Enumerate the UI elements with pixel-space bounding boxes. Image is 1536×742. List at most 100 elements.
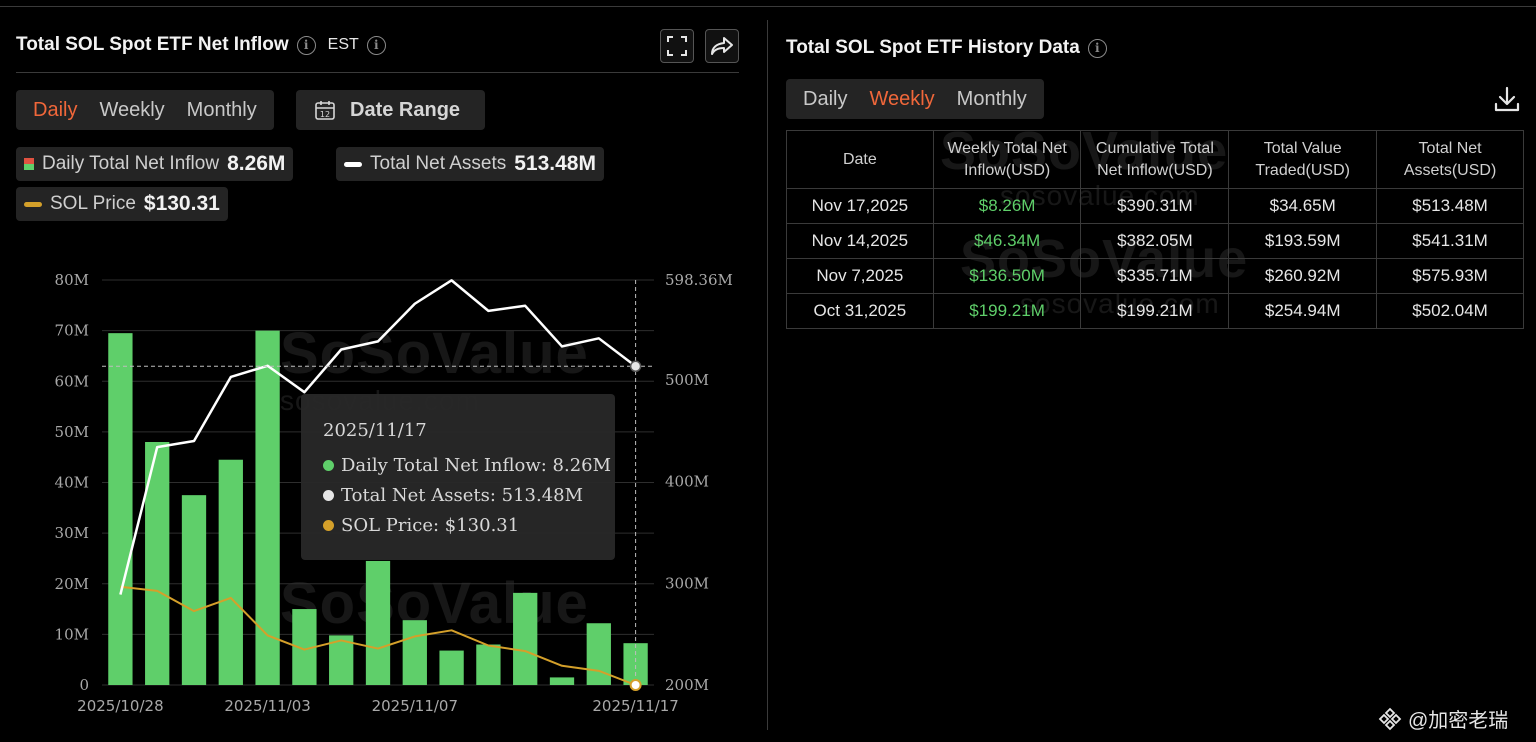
diamond-logo-icon [1378, 707, 1402, 730]
x-tick-label: 2025/11/17 [592, 697, 678, 715]
history-tab-weekly[interactable]: Weekly [869, 87, 935, 110]
y-left-tick-label: 20M [55, 575, 89, 593]
y-right-tick-label: 300M [665, 574, 709, 592]
chart-watermark-logo: SoSoValue [280, 321, 589, 386]
inflow-bar [329, 635, 354, 685]
tab-monthly[interactable]: Monthly [186, 98, 257, 121]
x-tick-label: 2025/11/03 [224, 697, 310, 715]
cell-weekly-inflow: $46.34M [932, 223, 1082, 259]
info-icon[interactable]: i [296, 35, 316, 55]
tab-daily[interactable]: Daily [33, 98, 78, 121]
cell-cumulative: $199.21M [1080, 293, 1230, 329]
net-assets-line [119, 279, 637, 595]
chart-tooltip: 2025/11/17 Daily Total Net Inflow: 8.26M… [301, 394, 615, 560]
tab-weekly[interactable]: Weekly [99, 98, 165, 121]
table-row: Nov 17,2025 $8.26M $390.31M $34.65M $513… [786, 188, 1524, 224]
y-left-tick-label: 80M [55, 271, 89, 289]
inflow-bar [218, 459, 243, 685]
tooltip-price: SOL Price: $130.31 [323, 510, 615, 540]
inflow-bar [586, 623, 611, 685]
header-weekly-inflow[interactable]: Weekly Total Net Inflow(USD) [932, 130, 1082, 189]
legend-inflow-value: 8.26M [227, 152, 286, 175]
timezone-info-icon[interactable]: i [366, 35, 386, 55]
cell-weekly-inflow: $199.21M [932, 293, 1082, 329]
header-cumulative-inflow[interactable]: Cumulative Total Net Inflow(USD) [1080, 130, 1230, 189]
footer-label: @加密老瑞 [1408, 710, 1509, 732]
y-left-tick-label: 40M [55, 474, 89, 492]
table-row: Oct 31,2025 $199.21M $199.21M $254.94M $… [786, 293, 1524, 329]
history-tab-daily[interactable]: Daily [803, 87, 848, 110]
x-tick-label: 2025/11/07 [372, 697, 458, 715]
download-button[interactable] [1492, 84, 1522, 114]
tooltip-assets: Total Net Assets: 513.48M [323, 480, 615, 510]
legend-assets-name: Total Net Assets [370, 153, 507, 174]
cell-traded: $260.92M [1228, 258, 1378, 294]
sol-price-point [629, 679, 642, 691]
cell-weekly-inflow: $8.26M [932, 188, 1082, 224]
inflow-bar [255, 330, 280, 685]
history-period-tabs: Daily Weekly Monthly [786, 79, 1044, 119]
header-date[interactable]: Date [786, 130, 934, 189]
cell-traded: $193.59M [1228, 223, 1378, 259]
fullscreen-button[interactable] [660, 29, 694, 63]
cell-assets: $575.93M [1376, 258, 1524, 294]
history-title-row: Total SOL Spot ETF History Data i [786, 37, 1107, 59]
panel-title: Total SOL Spot ETF Net Inflow [16, 34, 289, 55]
y-right-tick-label: 200M [665, 676, 709, 694]
legend-inflow[interactable]: Daily Total Net Inflow 8.26M [16, 147, 294, 181]
history-tab-monthly[interactable]: Monthly [956, 87, 1027, 110]
inflow-bar [365, 560, 391, 685]
table-row: Nov 7,2025 $136.50M $335.71M $260.92M $5… [786, 258, 1524, 294]
cell-traded: $34.65M [1228, 188, 1378, 224]
cell-date: Oct 31,2025 [786, 293, 934, 329]
table-header-row: Date Weekly Total Net Inflow(USD) Cumulat… [786, 130, 1524, 189]
inflow-swatch [24, 158, 34, 170]
y-right-tick-label: 400M [665, 473, 709, 491]
share-button[interactable] [705, 29, 739, 63]
inflow-bar [108, 333, 133, 685]
legend-price-value: $130.31 [143, 192, 220, 215]
cell-date: Nov 14,2025 [786, 223, 934, 259]
tooltip-inflow-dot [323, 459, 334, 471]
date-range-label: Date Range [350, 98, 461, 121]
legend-price-name: SOL Price [50, 193, 136, 214]
period-tabs: Daily Weekly Monthly [16, 90, 274, 130]
net-inflow-title-row: Total SOL Spot ETF Net Inflow i EST i [16, 34, 386, 56]
price-swatch [24, 201, 42, 207]
legend-assets[interactable]: Total Net Assets 513.48M [336, 147, 604, 181]
share-icon [711, 37, 733, 55]
y-right-tick-label: 500M [665, 371, 709, 389]
header-value-traded[interactable]: Total Value Traded(USD) [1228, 130, 1378, 189]
y-left-tick-label: 0 [79, 676, 89, 694]
tooltip-price-dot [323, 519, 334, 531]
header-net-assets[interactable]: Total Net Assets(USD) [1376, 130, 1524, 189]
svg-text:12: 12 [320, 110, 330, 119]
cell-cumulative: $390.31M [1080, 188, 1230, 224]
history-title: Total SOL Spot ETF History Data [786, 37, 1080, 58]
cell-date: Nov 17,2025 [786, 188, 934, 224]
calendar-icon: 12 [315, 101, 335, 120]
legend-price[interactable]: SOL Price $130.31 [16, 187, 228, 221]
net-assets-point [629, 360, 642, 373]
history-info-icon[interactable]: i [1087, 38, 1107, 58]
tooltip-price-text: SOL Price: $130.31 [341, 514, 520, 536]
inflow-bar [513, 592, 538, 685]
y-left-tick-label: 10M [55, 625, 89, 643]
y-left-tick-label: 70M [55, 322, 89, 340]
fullscreen-icon [667, 36, 687, 56]
y-right-tick-label: 598.36M [665, 271, 733, 289]
inflow-bar [402, 620, 427, 685]
legend-assets-value: 513.48M [514, 152, 596, 175]
panel-divider [767, 20, 768, 730]
table-row: Nov 14,2025 $46.34M $382.05M $193.59M $5… [786, 223, 1524, 259]
tooltip-assets-dot [323, 489, 334, 501]
cell-assets: $541.31M [1376, 223, 1524, 259]
y-left-tick-label: 60M [55, 372, 89, 390]
tooltip-inflow-text: Daily Total Net Inflow: 8.26M [341, 454, 612, 476]
net-inflow-chart[interactable]: 0 10M 20M 30M 40M 50M 60M 70M 80M 200M 300M 400M 500… [0, 250, 767, 720]
timezone-label[interactable]: EST [327, 36, 359, 53]
history-table: Date Weekly Total Net Inflow(USD) Cumulat… [786, 130, 1524, 329]
download-icon [1494, 86, 1520, 112]
date-range-button[interactable]: 12 Date Range [296, 90, 485, 130]
cell-assets: $502.04M [1376, 293, 1524, 329]
